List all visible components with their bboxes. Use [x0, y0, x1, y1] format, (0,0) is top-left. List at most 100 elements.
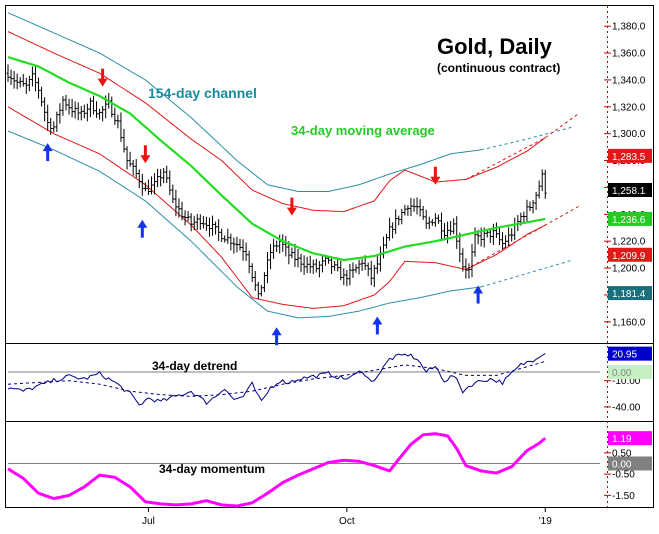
- price-bar: [491, 223, 495, 245]
- last-value-tag-label: 0.00: [612, 459, 632, 470]
- arrow-head: [140, 155, 151, 164]
- price-bar: [162, 167, 166, 184]
- price-bar: [73, 101, 77, 119]
- price-bar: [64, 94, 68, 111]
- detrend-axis-tick-label: -40.00: [612, 402, 641, 413]
- channel-outer-lower-projection: [481, 259, 573, 288]
- last-value-tag-label: 1,209.9: [612, 251, 646, 262]
- price-bar: [244, 242, 248, 261]
- price-bar: [55, 111, 59, 133]
- price-bar: [262, 272, 266, 292]
- price-bar: [79, 105, 83, 121]
- price-bar: [357, 259, 361, 275]
- price-bar: [250, 263, 254, 282]
- last-value-tag-label: 1.19: [612, 434, 632, 445]
- price-bar: [507, 227, 511, 246]
- channel-inner-lower-projection: [465, 205, 580, 270]
- momentum-line: [7, 432, 547, 508]
- arrow-head: [473, 285, 484, 294]
- price-bar: [452, 218, 456, 235]
- price-bar: [70, 98, 74, 118]
- price-bar: [61, 96, 65, 116]
- price-bar: [522, 211, 526, 224]
- arrow-head: [42, 143, 53, 152]
- price-axis-tick-label: 1,220.0: [612, 237, 646, 248]
- arrow-head: [271, 327, 282, 336]
- price-bar: [40, 86, 44, 107]
- arrow-down-icon: [140, 145, 151, 164]
- last-value-tag-label: 1,283.5: [612, 152, 646, 163]
- channel-inner-lower-line: [7, 106, 546, 309]
- moving-average-annotation: 34-day moving average: [291, 123, 435, 138]
- price-bar: [360, 259, 364, 271]
- price-bar: [223, 235, 227, 243]
- price-bar: [354, 264, 358, 273]
- price-bar: [311, 259, 315, 275]
- price-bar: [49, 117, 53, 135]
- last-value-tags: 1,283.5 1,258.1 1,236.6 1,209.9 1,181.4 20.95…: [608, 148, 652, 471]
- price-bar: [18, 77, 22, 88]
- last-value-tag: 1,181.4: [608, 286, 652, 301]
- price-bar: [174, 189, 178, 217]
- price-bar: [27, 75, 31, 92]
- price-bar: [275, 240, 279, 253]
- arrow-down-icon: [97, 68, 108, 87]
- price-bar: [156, 168, 160, 188]
- detrend-signal-line: [7, 361, 546, 397]
- price-bar: [293, 243, 297, 267]
- price-bar: [113, 107, 117, 125]
- price-bar: [195, 213, 199, 230]
- channel-outer-upper-line: [7, 12, 482, 192]
- price-bar: [330, 257, 334, 275]
- detrend-axis-tick-label: -10.00: [612, 376, 641, 387]
- price-bar: [351, 262, 355, 278]
- price-bar: [238, 239, 242, 251]
- momentum-axis-tick-label: 0.50: [612, 448, 632, 459]
- last-value-tag-label: 1,236.6: [612, 215, 646, 226]
- price-bar: [305, 256, 309, 274]
- chart-subtitle: (continuous contract): [437, 61, 560, 75]
- arrow-up-icon: [473, 285, 484, 304]
- price-bar: [122, 128, 126, 153]
- price-axis-tick-label: 1,340.0: [612, 75, 646, 86]
- last-value-tag-box: [608, 364, 652, 379]
- price-bar: [128, 151, 132, 167]
- price-bar: [488, 229, 492, 244]
- price-bar: [320, 256, 324, 273]
- price-bar: [467, 263, 471, 279]
- price-bar: [235, 236, 239, 253]
- price-bar: [446, 221, 450, 244]
- price-bar: [143, 182, 147, 192]
- price-bar: [272, 238, 276, 259]
- price-bar: [470, 243, 474, 278]
- price-bar: [339, 260, 343, 281]
- price-bar: [427, 216, 431, 230]
- price-bar: [333, 261, 337, 271]
- price-bar: [497, 227, 501, 246]
- x-axis-tick-label: Jul: [142, 516, 155, 527]
- arrow-up-icon: [137, 219, 148, 238]
- price-bar: [226, 228, 230, 244]
- price-bar: [91, 95, 95, 115]
- price-bar: [116, 114, 120, 129]
- price-bar: [345, 270, 349, 287]
- price-bar: [21, 74, 25, 87]
- last-value-tag: 0.00: [608, 456, 652, 471]
- price-bar: [204, 216, 208, 231]
- price-bar: [314, 258, 318, 273]
- price-axis-tick-label: 1,300.0: [612, 129, 646, 140]
- price-bar: [180, 201, 184, 221]
- detrend-line: [7, 353, 546, 406]
- price-axis-tick-label: 1,360.0: [612, 49, 646, 60]
- chart-frame: [5, 5, 654, 508]
- momentum-pane-plot: [7, 432, 600, 508]
- price-bar: [131, 159, 135, 176]
- last-value-tag-box: [608, 148, 652, 163]
- price-bar: [528, 201, 532, 212]
- price-bar: [67, 98, 71, 115]
- price-bar: [217, 219, 221, 242]
- channel-annotation: 154-day channel: [148, 85, 257, 101]
- price-bar: [525, 199, 529, 222]
